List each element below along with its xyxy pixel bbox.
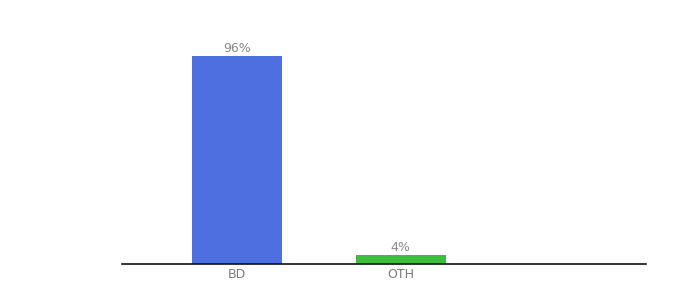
Bar (192, 56, 282, 264)
Text: 4%: 4% (390, 241, 411, 254)
Bar (356, 255, 445, 264)
Text: 96%: 96% (223, 42, 251, 55)
